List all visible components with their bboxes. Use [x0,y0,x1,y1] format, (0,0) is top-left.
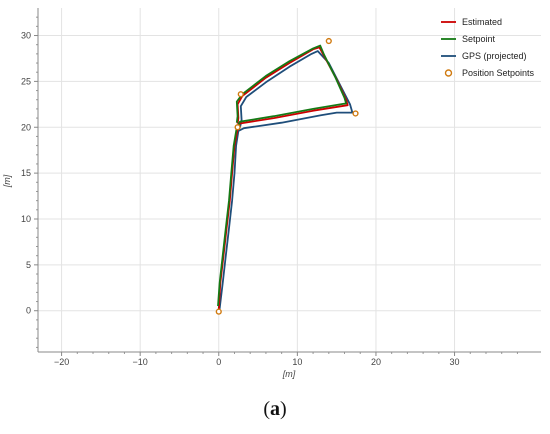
x-tick-label: 20 [371,357,381,367]
axes [34,8,541,356]
series-line-1 [217,44,348,307]
setpoint-marker [352,110,359,117]
setpoint-marker [215,308,222,315]
setpoint-markers [215,37,359,315]
legend-label-setpoints: Position Setpoints [462,68,535,78]
caption-letter: a [270,398,280,420]
setpoint-marker [325,37,332,45]
x-tick-label: −20 [54,357,69,367]
y-tick-label: 0 [26,306,31,316]
y-tick-label: 25 [21,76,31,86]
y-tick-label: 5 [26,260,31,270]
legend-label-1: Setpoint [462,34,496,44]
legend-swatch-setpoints [444,69,453,77]
x-tick-label: 10 [292,357,302,367]
legend-label-2: GPS (projected) [462,51,527,61]
y-tick-label: 10 [21,214,31,224]
caption-open: ( [263,398,270,420]
caption-close: ) [280,398,287,420]
x-tick-label: 0 [216,357,221,367]
y-tick-label: 20 [21,122,31,132]
setpoint-marker [237,91,244,98]
y-tick-label: 30 [21,31,31,41]
legend: Estimated Setpoint GPS (projected) Position… [441,17,535,78]
grid [38,8,541,352]
tick-labels: −20 −10 0 10 20 30 0 5 10 15 20 25 30 [21,31,460,367]
x-tick-label: −10 [133,357,148,367]
series-line-2 [218,50,354,310]
y-tick-label: 15 [21,168,31,178]
x-axis-label: [m] [282,369,296,379]
x-tick-label: 30 [450,357,460,367]
plot-background [0,0,550,395]
setpoint-marker [234,124,241,131]
series-layer [217,44,354,310]
legend-label-0: Estimated [462,17,502,27]
y-axis-label: [m] [2,174,12,188]
figure-caption: (a) [0,398,550,421]
trajectory-chart: −20 −10 0 10 20 30 0 5 10 15 20 25 30 [m] [m] Estima… [0,0,550,395]
